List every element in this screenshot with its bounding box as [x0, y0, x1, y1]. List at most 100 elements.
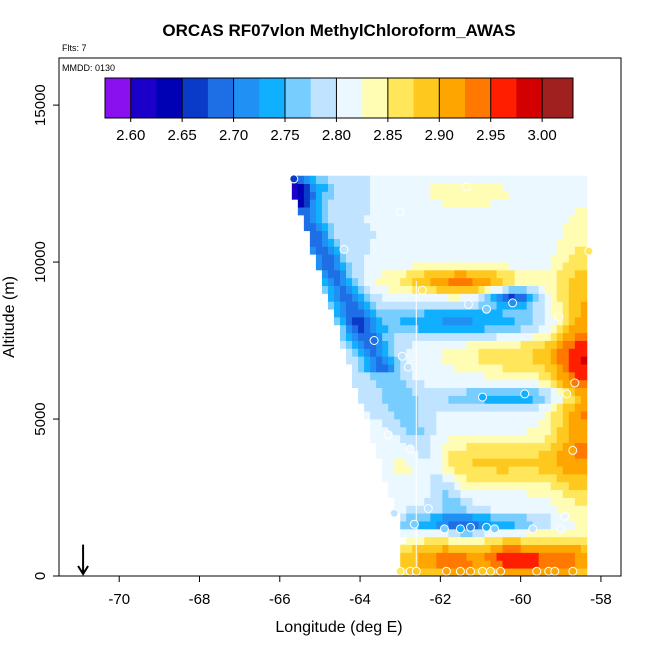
heatmap-cell: [544, 442, 552, 451]
heatmap-cell: [526, 317, 534, 326]
heatmap-cell: [580, 222, 588, 232]
heatmap-cell: [358, 214, 365, 224]
heatmap-cell: [508, 403, 516, 412]
heatmap-cell: [478, 481, 485, 491]
heatmap-cell: [580, 473, 588, 483]
heatmap-cell: [556, 207, 564, 216]
heatmap-cell: [562, 364, 570, 373]
colorbar-swatch: [542, 78, 574, 118]
heatmap-cell: [460, 379, 467, 389]
heatmap-cell: [502, 426, 509, 436]
heatmap-cell: [442, 536, 449, 546]
heatmap-cell: [346, 340, 353, 349]
colorbar-swatch: [130, 78, 157, 118]
heatmap-cell: [436, 324, 443, 334]
heatmap-cell: [448, 246, 455, 255]
heatmap-cell: [321, 269, 329, 279]
heatmap-cell: [466, 191, 473, 200]
heatmap-cell: [562, 301, 570, 310]
heatmap-cell: [568, 175, 576, 184]
colorbar-swatch: [233, 78, 260, 118]
heatmap-cell: [526, 199, 534, 208]
sample-point: [383, 430, 393, 440]
heatmap-cell: [532, 364, 540, 373]
heatmap-cell: [508, 426, 516, 436]
heatmap-cell: [376, 207, 383, 216]
heatmap-cell: [346, 175, 353, 184]
heatmap-cell: [448, 332, 455, 341]
heatmap-cell: [490, 473, 497, 483]
heatmap-cell: [424, 419, 431, 428]
heatmap-cell: [508, 489, 516, 498]
heatmap-cell: [400, 293, 407, 302]
heatmap-cell: [382, 238, 389, 247]
heatmap-cell: [544, 489, 552, 498]
heatmap-cell: [460, 309, 467, 318]
heatmap-cell: [412, 411, 419, 420]
heatmap-cell: [352, 285, 359, 294]
heatmap-cell: [574, 552, 582, 561]
heatmap-cell: [478, 348, 485, 357]
heatmap-cell: [496, 473, 503, 483]
sample-point: [584, 246, 594, 256]
heatmap-cell: [448, 552, 455, 561]
heatmap-cell: [562, 419, 570, 428]
heatmap-cell: [466, 544, 473, 553]
heatmap-cell: [460, 371, 467, 381]
heatmap-cell: [502, 309, 509, 318]
heatmap-cell: [520, 207, 528, 216]
heatmap-cell: [340, 254, 347, 263]
heatmap-cell: [496, 364, 503, 373]
heatmap-cell: [568, 309, 576, 318]
heatmap-cell: [412, 254, 419, 263]
heatmap-cell: [562, 395, 570, 404]
heatmap-cell: [364, 348, 371, 357]
heatmap-cell: [442, 317, 449, 326]
heatmap-cell: [448, 528, 455, 538]
heatmap-cell: [556, 364, 564, 373]
heatmap-cell: [568, 364, 576, 373]
x-tick-label: -60: [510, 591, 532, 608]
heatmap-cell: [460, 466, 467, 475]
heatmap-cell: [382, 356, 389, 365]
heatmap-cell: [580, 214, 588, 224]
heatmap-cell: [406, 246, 413, 255]
heatmap-cell: [321, 191, 329, 200]
heatmap-cell: [406, 348, 413, 357]
heatmap-cell: [538, 348, 546, 357]
heatmap-cell: [346, 222, 353, 232]
heatmap-cell: [514, 293, 522, 302]
heatmap-cell: [358, 222, 365, 232]
heatmap-cell: [514, 568, 522, 577]
heatmap-cell: [358, 246, 365, 255]
sample-point: [520, 389, 530, 399]
heatmap-cell: [574, 419, 582, 428]
heatmap-cell: [490, 199, 497, 208]
heatmap-cell: [352, 269, 359, 279]
heatmap-cell: [550, 285, 558, 294]
heatmap-cell: [382, 301, 389, 310]
heatmap-cell: [538, 246, 546, 255]
heatmap-cell: [303, 183, 311, 192]
heatmap-cell: [562, 560, 570, 569]
heatmap-cell: [550, 191, 558, 200]
heatmap-cell: [376, 317, 383, 326]
heatmap-cell: [520, 419, 528, 428]
heatmap-cell: [436, 285, 443, 294]
heatmap-cell: [484, 324, 491, 334]
heatmap-cell: [568, 356, 576, 365]
heatmap-cell: [460, 277, 467, 287]
heatmap-cell: [568, 560, 576, 569]
heatmap-cell: [502, 560, 509, 569]
heatmap-cell: [478, 285, 485, 294]
heatmap-cell: [340, 238, 347, 247]
heatmap-cell: [430, 426, 437, 436]
colorbar-tick-label: 2.80: [322, 127, 351, 144]
heatmap-cell: [478, 324, 485, 334]
heatmap-cell: [502, 489, 509, 498]
heatmap-cell: [478, 489, 485, 498]
heatmap-cell: [412, 332, 419, 341]
heatmap-cell: [448, 317, 455, 326]
heatmap-cell: [484, 183, 491, 192]
sample-point: [409, 519, 419, 529]
